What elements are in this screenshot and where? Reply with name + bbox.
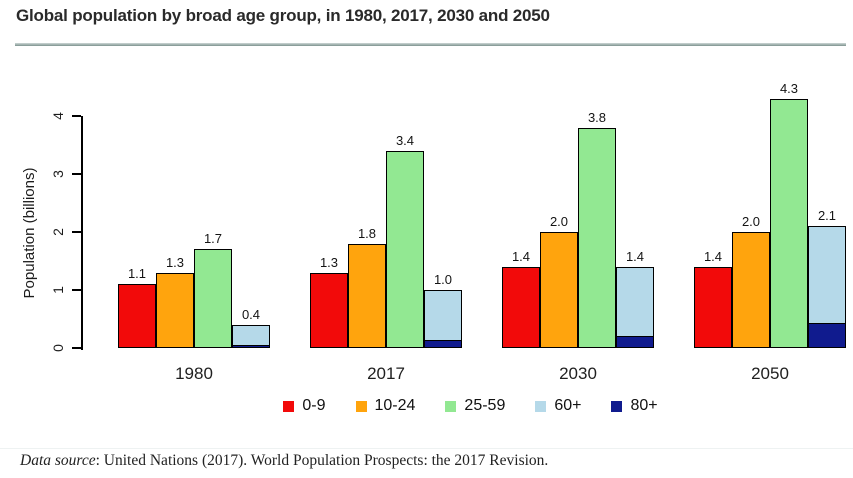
x-category-label: 1980 [175,364,213,383]
page-title: Global population by broad age group, in… [16,6,550,25]
bar-0-9-2030 [502,267,540,348]
y-axis-title: Population (billions) [21,167,38,299]
bar-value-label: 1.7 [203,231,223,246]
bar-25-59-2030 [578,128,616,348]
bar-0-9-2050 [694,267,732,348]
legend-item-60+: 60+ [535,397,581,415]
bar-10-24-2050 [732,232,770,348]
bar-value-label: 1.4 [625,249,645,264]
bar-60+-2050 [808,226,846,348]
bar-10-24-2017 [348,244,386,348]
y-tick-label: 3 [50,170,66,178]
bar-value-label: 3.8 [587,110,607,125]
bar-60+-2017 [424,290,462,348]
legend-item-0-9: 0-9 [283,397,326,415]
y-tick-mark [72,115,81,117]
x-category-label: 2050 [751,364,789,383]
legend-swatch-icon [611,400,623,412]
bar-value-label: 1.4 [703,249,723,264]
legend-swatch-icon [445,400,457,412]
bar-value-label: 2.1 [817,208,837,223]
legend-label: 60+ [554,397,582,414]
bar-80+-1980 [232,345,270,348]
legend: 0-9 10-24 25-59 60+ 80+ [0,396,853,416]
x-category-label: 2017 [367,364,405,383]
y-tick-label: 1 [50,286,66,294]
y-tick-mark [72,347,81,349]
bar-25-59-1980 [194,249,232,348]
data-source: Data source: United Nations (2017). Worl… [20,452,548,470]
bar-0-9-1980 [118,284,156,348]
bar-value-label: 1.0 [433,272,453,287]
bar-60+-1980 [232,325,270,348]
bar-80+-2030 [616,336,654,348]
bar-value-label: 0.4 [241,307,261,322]
bar-10-24-1980 [156,273,194,348]
bar-25-59-2050 [770,99,808,348]
y-tick-mark [72,289,81,291]
legend-swatch-icon [535,400,547,412]
y-tick-mark [72,231,81,233]
legend-label: 10-24 [374,397,416,414]
y-tick-label: 0 [50,344,66,352]
footer-divider [0,448,853,449]
data-source-text: : United Nations (2017). World Populatio… [95,452,549,469]
bar-80+-2050 [808,323,846,348]
bar-10-24-2030 [540,232,578,348]
bar-value-label: 4.3 [779,81,799,96]
data-source-label: Data source [20,452,96,469]
legend-item-25-59: 25-59 [445,397,505,415]
y-axis-line [81,116,83,350]
legend-label: 0-9 [302,397,326,414]
bar-60+-2030 [616,267,654,348]
y-tick-mark [72,173,81,175]
bar-80+-2017 [424,340,462,348]
bar-25-59-2017 [386,151,424,348]
legend-item-10-24: 10-24 [355,397,416,415]
legend-swatch-icon [283,400,295,412]
legend-label: 80+ [630,397,658,414]
bar-value-label: 1.8 [357,226,377,241]
y-tick-label: 4 [50,112,66,120]
bar-0-9-2017 [310,273,348,348]
bar-value-label: 1.1 [127,266,147,281]
bar-value-label: 2.0 [549,214,569,229]
legend-swatch-icon [355,400,367,412]
bar-value-label: 1.4 [511,249,531,264]
legend-item-80+: 80+ [611,397,658,415]
bar-value-label: 1.3 [165,255,185,270]
bar-value-label: 2.0 [741,214,761,229]
bar-value-label: 3.4 [395,133,415,148]
title-divider [15,43,846,46]
legend-label: 25-59 [464,397,506,414]
bar-value-label: 1.3 [319,255,339,270]
y-tick-label: 2 [50,228,66,236]
x-category-label: 2030 [559,364,597,383]
